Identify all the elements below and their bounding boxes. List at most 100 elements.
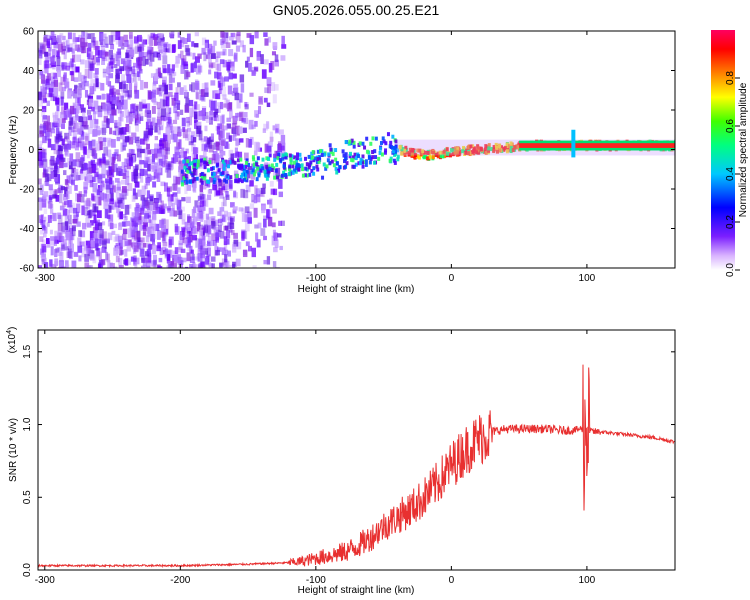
spectrogram-cell (194, 101, 198, 110)
spectrogram-cell (218, 224, 222, 232)
spectrogram-cell (257, 222, 262, 229)
spectrogram-ridge-cell (438, 154, 442, 159)
spectrogram-cell (66, 158, 72, 166)
spectrogram-cell (111, 230, 116, 235)
spectrogram-cell (61, 106, 65, 115)
spectrogram-cell (76, 105, 80, 113)
spectrogram-cell (144, 213, 150, 219)
spectrogram-cell (80, 107, 86, 113)
spectrogram-cell (51, 56, 56, 66)
spectrogram-cell (180, 65, 185, 74)
spectrogram-cell (64, 179, 69, 185)
spectrogram-cell (131, 132, 137, 140)
spectrogram-cell (147, 89, 152, 100)
spectrogram-cell (159, 247, 164, 256)
spectrogram-cell (249, 47, 254, 58)
spectrogram-cell (186, 252, 191, 262)
spectrogram-cell (178, 128, 183, 137)
spectrogram-cell (80, 169, 84, 174)
spectrogram-cell (158, 84, 163, 91)
spectrogram-cell (200, 261, 205, 267)
spectrogram-cell (109, 96, 114, 106)
spectrogram-cell (272, 229, 276, 239)
spectrogram-cell (83, 186, 88, 194)
spectrogram-ridge-cell (479, 146, 483, 151)
spectrogram-cell (86, 109, 92, 115)
spectrogram-cell (38, 147, 42, 155)
spectrogram-cell (105, 193, 110, 202)
spectrogram-cell (74, 85, 79, 94)
spectrogram-cell (46, 238, 50, 244)
spectrogram-cell (72, 219, 78, 224)
spectrogram-cell (153, 153, 158, 160)
spectrogram-cell (57, 148, 63, 158)
spectrogram-cell (91, 193, 95, 201)
spectrogram-cell (120, 130, 125, 140)
spectrogram-cell (167, 64, 171, 74)
spectrogram-cell (136, 230, 141, 241)
spectrogram-cell (101, 120, 106, 127)
spectrogram-ridge-cell (193, 177, 197, 182)
spectrogram-cell (131, 154, 136, 163)
spectrogram-cell (167, 263, 173, 268)
spectrogram-cell (58, 130, 63, 138)
spectrogram-cell (39, 140, 44, 145)
spectrogram-cell (161, 154, 166, 165)
spectrogram-cell (214, 108, 219, 113)
spectrogram-cell (149, 61, 153, 67)
spectrogram-cell (146, 157, 150, 163)
spectrogram-cell (127, 111, 133, 117)
spectrogram-cell (180, 206, 185, 212)
spectrogram-cell (149, 52, 155, 62)
spectrogram-cell (113, 236, 118, 242)
spectrogram-cell (165, 112, 171, 121)
spectrogram-ridge-cell (284, 152, 288, 157)
spectrogram-cell (177, 247, 183, 253)
spectrogram-ridge-cell (256, 166, 260, 171)
spectrogram-cell (165, 96, 170, 107)
spectrogram-ridge-cell (191, 179, 195, 184)
spectrogram-cell (233, 116, 239, 121)
spectrogram-cell (223, 210, 229, 217)
ridge-spike (571, 129, 576, 158)
spectrogram-cell (178, 240, 184, 246)
spectrogram-cell (131, 171, 136, 182)
spectrogram-cell (179, 235, 184, 240)
spectrogram-cell (84, 89, 89, 98)
spectrogram-cell (73, 77, 79, 83)
spectrogram-cell (97, 158, 102, 166)
spectrogram-cell (64, 112, 68, 118)
spectrogram-cell (147, 252, 152, 263)
spectrogram-ridge-cell (413, 155, 417, 160)
spectrogram-cell (209, 117, 213, 125)
spectrogram-cell (105, 178, 110, 184)
spectrogram-cell (49, 158, 55, 164)
spectrogram-ridge-cell (311, 155, 315, 160)
spectrogram-cell (95, 125, 100, 136)
spectrogram-cell (63, 144, 69, 152)
spectrogram-cell (188, 227, 193, 236)
spectrogram-cell (106, 171, 112, 179)
spectrogram-ridge-cell (238, 166, 242, 171)
spectrogram-ridge-cell (265, 164, 269, 169)
spectrogram-ridge-cell (305, 173, 309, 178)
spectrogram-cell (80, 125, 84, 132)
spectrogram-ridge-cell (255, 177, 259, 182)
spectrogram-cell (139, 225, 144, 231)
spectrogram-cell (84, 42, 88, 47)
spectrogram-cell (134, 245, 139, 252)
spectrogram-cell (209, 176, 213, 183)
spectrogram-cell (81, 46, 85, 54)
spectrogram-cell (233, 190, 237, 198)
spectrogram-ridge-cell (416, 148, 420, 153)
spectrogram-ridge-cell (492, 145, 496, 150)
spectrogram-ridge-cell (315, 159, 319, 164)
spectrogram-ridge-cell (192, 171, 196, 176)
spectrogram-cell (170, 194, 174, 202)
spectrogram-cell (128, 83, 133, 90)
spectrogram-ridge-cell (301, 173, 305, 178)
spectrogram-cell (237, 151, 243, 158)
spectrogram-cell (92, 111, 96, 120)
spectrogram-cell (136, 148, 142, 158)
spectrogram-cell (163, 134, 168, 142)
